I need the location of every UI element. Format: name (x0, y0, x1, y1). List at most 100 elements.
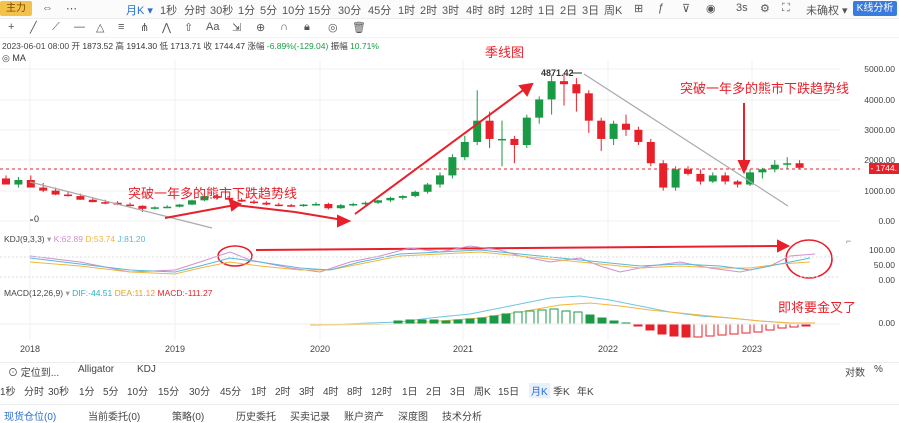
period-option[interactable]: 季K (553, 387, 570, 398)
period-option[interactable]: 分时 (24, 387, 44, 398)
tab-week[interactable]: 周K (604, 5, 623, 17)
candle-body (597, 120, 606, 139)
tab-1sec[interactable]: 1秒 (160, 5, 178, 17)
period-option[interactable]: 12时 (371, 387, 393, 398)
macd-legend[interactable]: MACD(12,26,9) ▾ DIF:-44.51 DEA:11.12 MAC… (4, 288, 213, 298)
chart-type-icon[interactable]: ⊞ (634, 3, 644, 15)
cursor-icon[interactable]: + (8, 21, 15, 33)
eye-icon[interactable]: ◎ (328, 22, 338, 34)
candle-body (237, 199, 246, 202)
period-option[interactable]: 45分 (220, 387, 242, 398)
main-badge[interactable]: 主力 (0, 1, 32, 16)
tab-15min[interactable]: 15分 (308, 5, 332, 17)
bottom-tab[interactable]: 账户资产 (344, 412, 384, 423)
period-option[interactable]: 2日 (426, 387, 442, 398)
ma-legend[interactable]: ◎ MA (2, 53, 26, 63)
filter-icon[interactable]: ⊽ (682, 3, 691, 15)
line-tool-icon[interactable]: ╱ (30, 22, 37, 34)
tab-2h[interactable]: 2时 (420, 5, 438, 17)
period-option[interactable]: 1秒 (0, 387, 16, 398)
drawing-toolbar: + ╱ ⟋ — △ ≡ ⋔ ⋀ ⇧ Aa ⇲ ⊕ ∩ 🔒︎ ◎ 🗑︎ (0, 19, 899, 38)
refresh-interval[interactable]: 3s (736, 2, 748, 14)
period-option[interactable]: 3时 (299, 387, 315, 398)
panel-expand-icon[interactable]: ⌐ (846, 236, 852, 246)
macd-bar (585, 314, 595, 325)
tab-30min[interactable]: 30分 (338, 5, 362, 17)
tab-10min[interactable]: 10分 (282, 5, 306, 17)
tab-8h[interactable]: 8时 (488, 5, 506, 17)
tab-3h[interactable]: 3时 (442, 5, 460, 17)
candle-body (758, 169, 767, 173)
tab-1min[interactable]: 1分 (238, 5, 256, 17)
tab-4h[interactable]: 4时 (466, 5, 484, 17)
bottom-tab[interactable]: 技术分析 (442, 412, 482, 423)
period-option[interactable]: 2时 (275, 387, 291, 398)
kdj-button[interactable]: KDJ (137, 364, 156, 375)
tab-1d[interactable]: 1日 (538, 5, 556, 17)
period-option[interactable]: 4时 (323, 387, 339, 398)
tab-timeshare[interactable]: 分时 (184, 5, 206, 17)
period-option[interactable]: 1时 (251, 387, 267, 398)
macd-bar (417, 319, 427, 325)
zoom-tool-icon[interactable]: ⊕ (256, 22, 266, 34)
tab-45min[interactable]: 45分 (368, 5, 392, 17)
pitchfork-tool-icon[interactable]: ⋔ (140, 22, 150, 34)
alligator-button[interactable]: Alligator (78, 364, 115, 375)
indicator-icon[interactable]: ƒ (658, 2, 665, 14)
kline-chart[interactable]: 0 4871.42 (0, 0, 899, 360)
locate-button[interactable]: ⊙ 定位到... (8, 368, 60, 379)
camera-icon[interactable]: ◉ (706, 3, 716, 15)
tab-30sec[interactable]: 30秒 (210, 5, 234, 17)
period-option[interactable]: 月K (529, 383, 550, 398)
bottom-tab[interactable]: 买卖记录 (290, 412, 330, 423)
magnet-icon[interactable]: ∩ (280, 21, 288, 33)
percent-button[interactable]: % (874, 364, 883, 375)
period-option[interactable]: 30秒 (48, 387, 70, 398)
triangle-tool-icon[interactable]: △ (96, 22, 105, 34)
log-scale-button[interactable]: 对数 (845, 368, 865, 379)
period-option[interactable]: 1分 (79, 387, 95, 398)
dots-icon[interactable]: ⋯ (66, 3, 77, 15)
settings-icon[interactable]: ⚙ (760, 3, 770, 15)
tab-2d[interactable]: 2日 (560, 5, 578, 17)
candle-body (746, 172, 754, 185)
macd-dea: DEA:11.12 (114, 288, 156, 298)
bottom-tab[interactable]: 现货仓位(0) (4, 412, 57, 423)
period-option[interactable]: 1日 (402, 387, 418, 398)
period-option[interactable]: 15分 (158, 387, 180, 398)
bottom-tab[interactable]: 历史委托 (236, 412, 276, 423)
trash-icon[interactable]: 🗑︎ (352, 22, 366, 34)
bottom-tab[interactable]: 当前委托(0) (88, 412, 141, 423)
period-option[interactable]: 8时 (347, 387, 363, 398)
arrow-tool-icon[interactable]: ⇧ (184, 22, 194, 34)
text-tool-icon[interactable]: Aa (206, 21, 220, 33)
pattern-tool-icon[interactable]: ⋀ (162, 22, 172, 34)
tab-3d[interactable]: 3日 (582, 5, 600, 17)
tab-5min[interactable]: 5分 (260, 5, 278, 17)
measure-tool-icon[interactable]: ⇲ (232, 22, 242, 34)
period-option[interactable]: 周K (474, 387, 491, 398)
bottom-tab[interactable]: 策略(0) (172, 412, 205, 423)
ohlc-info: 2023-06-01 08:00 开 1873.52 高 1914.30 低 1… (2, 40, 379, 52)
ray-tool-icon[interactable]: ⟋ (52, 21, 60, 33)
expand-icon[interactable]: ⇔ (42, 2, 53, 14)
tab-1h[interactable]: 1时 (398, 5, 416, 17)
fullscreen-icon[interactable]: ⛶ (782, 2, 790, 14)
period-option[interactable]: 10分 (127, 387, 149, 398)
fib-tool-icon[interactable]: ≡ (118, 21, 125, 33)
lock-icon[interactable]: 🔒︎ (304, 21, 310, 33)
period-selector[interactable]: 月K ▾ (126, 5, 153, 17)
macd-bar (681, 323, 691, 338)
adjust-selector[interactable]: 未确权 ▾ (806, 5, 848, 17)
period-option[interactable]: 15日 (498, 387, 520, 398)
tab-12h[interactable]: 12时 (510, 5, 534, 17)
kline-analysis-button[interactable]: K线分析 (853, 1, 897, 16)
period-option[interactable]: 5分 (103, 387, 119, 398)
period-option[interactable]: 30分 (189, 387, 211, 398)
bottom-tab[interactable]: 深度图 (398, 412, 428, 423)
hline-tool-icon[interactable]: — (74, 21, 85, 33)
candle-body (386, 197, 395, 201)
period-option[interactable]: 3日 (450, 387, 466, 398)
kdj-legend[interactable]: KDJ(9,3,3) ▾ K:62.89 D:53.74 J:81.20 (4, 234, 146, 244)
period-option[interactable]: 年K (577, 387, 594, 398)
